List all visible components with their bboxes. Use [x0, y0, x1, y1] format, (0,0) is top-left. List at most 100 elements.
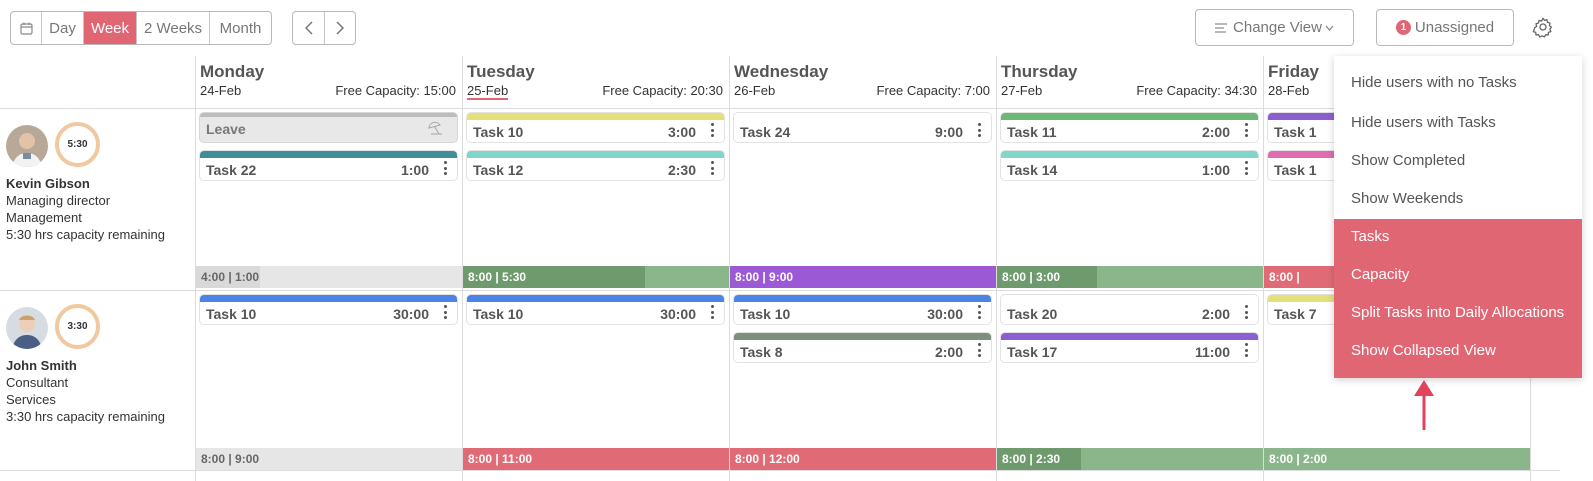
- task-time: 3:00: [667, 124, 696, 140]
- task-card[interactable]: Task 11 2:00: [1000, 112, 1259, 143]
- capacity-ring: 5:30: [55, 122, 100, 167]
- task-card[interactable]: Task 10 30:00: [466, 294, 725, 325]
- more-options-icon[interactable]: [977, 343, 981, 357]
- arrow-up-icon: [1414, 380, 1434, 430]
- task-color-bar: [1001, 113, 1258, 120]
- task-card[interactable]: Task 10 30:00: [199, 294, 458, 325]
- user-row-john-smith: 3:30 John Smith Consultant Services 3:30…: [0, 290, 195, 470]
- more-options-icon[interactable]: [443, 161, 447, 175]
- day-date-today: 25-Feb: [467, 83, 509, 100]
- task-color-bar: [734, 113, 991, 120]
- capacity-label: 8:00 | 3:00: [1002, 270, 1061, 284]
- avatar[interactable]: [6, 307, 48, 349]
- user-name[interactable]: Kevin Gibson: [6, 176, 90, 191]
- leave-label: Leave: [206, 121, 246, 137]
- task-color-bar: [734, 333, 991, 340]
- tab-week[interactable]: Week: [84, 12, 137, 44]
- task-time: 30:00: [927, 306, 963, 322]
- gear-icon[interactable]: [1532, 16, 1554, 38]
- day-header-wednesday: Wednesday 26-Feb Free Capacity: 7:00: [729, 56, 996, 108]
- free-capacity: Free Capacity: 20:30: [602, 83, 723, 98]
- previous-button[interactable]: [293, 12, 325, 44]
- task-card[interactable]: Task 14 1:00: [1000, 150, 1259, 181]
- user-role: Managing director: [6, 193, 111, 208]
- calendar-icon: [19, 22, 33, 35]
- beach-umbrella-icon: [428, 121, 442, 135]
- more-options-icon[interactable]: [710, 123, 714, 137]
- leave-block[interactable]: Leave: [199, 112, 458, 143]
- task-card[interactable]: Task 12 2:30: [466, 150, 725, 181]
- day-name: Thursday: [1001, 62, 1078, 81]
- user-name[interactable]: John Smith: [6, 358, 77, 373]
- menu-item-tasks[interactable]: Tasks: [1351, 227, 1390, 245]
- more-options-icon[interactable]: [443, 305, 447, 319]
- task-name: Task 17: [1007, 344, 1058, 360]
- period-navigation: [292, 11, 356, 45]
- task-color-bar: [734, 295, 991, 302]
- toolbar: Day Week 2 Weeks Month Change View 1 Una…: [0, 0, 1593, 56]
- capacity-label: 8:00 | 9:00: [201, 452, 260, 466]
- day-name: Wednesday: [734, 62, 829, 81]
- day-header-tuesday: Tuesday 25-Feb Free Capacity: 20:30: [462, 56, 729, 108]
- task-name: Task 10: [740, 306, 791, 322]
- capacity-bar: 4:00 | 1:00: [196, 266, 462, 288]
- capacity-label: 8:00 | 11:00: [468, 452, 533, 466]
- task-time: 2:30: [667, 162, 696, 178]
- unassigned-label: Unassigned: [1414, 19, 1495, 36]
- task-time: 2:00: [934, 344, 963, 360]
- more-options-icon[interactable]: [1244, 161, 1248, 175]
- more-options-icon[interactable]: [1244, 343, 1248, 357]
- task-color-bar: [200, 151, 457, 158]
- task-name: Task 12: [473, 162, 524, 178]
- menu-item-capacity[interactable]: Capacity: [1351, 265, 1410, 283]
- more-options-icon[interactable]: [977, 123, 981, 137]
- settings-dropdown: Hide users with no Tasks Hide users with…: [1334, 56, 1582, 378]
- change-view-button[interactable]: Change View: [1195, 9, 1354, 46]
- menu-item-show-collapsed-view[interactable]: Show Collapsed View: [1351, 341, 1496, 359]
- calendar-icon-button[interactable]: [11, 12, 42, 44]
- more-options-icon[interactable]: [1244, 305, 1248, 319]
- task-name: Task 1: [1274, 124, 1317, 140]
- day-date: 26-Feb: [734, 83, 776, 98]
- task-color-bar: [1001, 151, 1258, 158]
- next-button[interactable]: [325, 12, 355, 44]
- day-date: 24-Feb: [200, 83, 242, 98]
- task-time: 11:00: [1194, 344, 1230, 360]
- task-card[interactable]: Task 17 11:00: [1000, 332, 1259, 363]
- task-name: Task 10: [473, 124, 524, 140]
- task-time: 30:00: [660, 306, 696, 322]
- task-card[interactable]: Task 24 9:00: [733, 112, 992, 143]
- unassigned-button[interactable]: 1 Unassigned: [1376, 9, 1514, 46]
- change-view-label: Change View: [1233, 19, 1322, 36]
- task-name: Task 8: [740, 344, 783, 360]
- task-time: 30:00: [393, 306, 429, 322]
- more-options-icon[interactable]: [710, 161, 714, 175]
- task-card[interactable]: Task 20 2:00: [1000, 294, 1259, 325]
- user-capacity-remaining: 3:30 hrs capacity remaining: [6, 409, 165, 424]
- task-name: Task 20: [1007, 306, 1058, 322]
- tab-day[interactable]: Day: [42, 12, 84, 44]
- task-time: 1:00: [400, 162, 429, 178]
- more-options-icon[interactable]: [1244, 123, 1248, 137]
- tab-month[interactable]: Month: [219, 19, 262, 37]
- task-card[interactable]: Task 8 2:00: [733, 332, 992, 363]
- menu-item-split-tasks[interactable]: Split Tasks into Daily Allocations: [1351, 303, 1565, 321]
- menu-item-hide-users-no-tasks[interactable]: Hide users with no Tasks: [1351, 73, 1517, 91]
- capacity-label: 4:00 | 1:00: [201, 270, 260, 284]
- capacity-label: 8:00 | 2:30: [1002, 452, 1061, 466]
- tab-2-weeks[interactable]: 2 Weeks: [137, 12, 210, 44]
- task-card[interactable]: Task 10 3:00: [466, 112, 725, 143]
- task-card[interactable]: Task 22 1:00: [199, 150, 458, 181]
- more-options-icon[interactable]: [710, 305, 714, 319]
- capacity-label: 8:00 |: [1269, 270, 1300, 284]
- list-icon: [1215, 22, 1228, 33]
- task-card[interactable]: Task 10 30:00: [733, 294, 992, 325]
- task-color-bar: [467, 113, 724, 120]
- more-options-icon[interactable]: [977, 305, 981, 319]
- menu-item-show-completed[interactable]: Show Completed: [1351, 151, 1466, 169]
- avatar[interactable]: [6, 125, 48, 167]
- menu-item-hide-users-with-tasks[interactable]: Hide users with Tasks: [1351, 113, 1496, 131]
- capacity-bar: 8:00 | 9:00: [196, 448, 462, 470]
- menu-item-show-weekends[interactable]: Show Weekends: [1351, 189, 1464, 207]
- user-capacity-remaining: 5:30 hrs capacity remaining: [6, 227, 165, 242]
